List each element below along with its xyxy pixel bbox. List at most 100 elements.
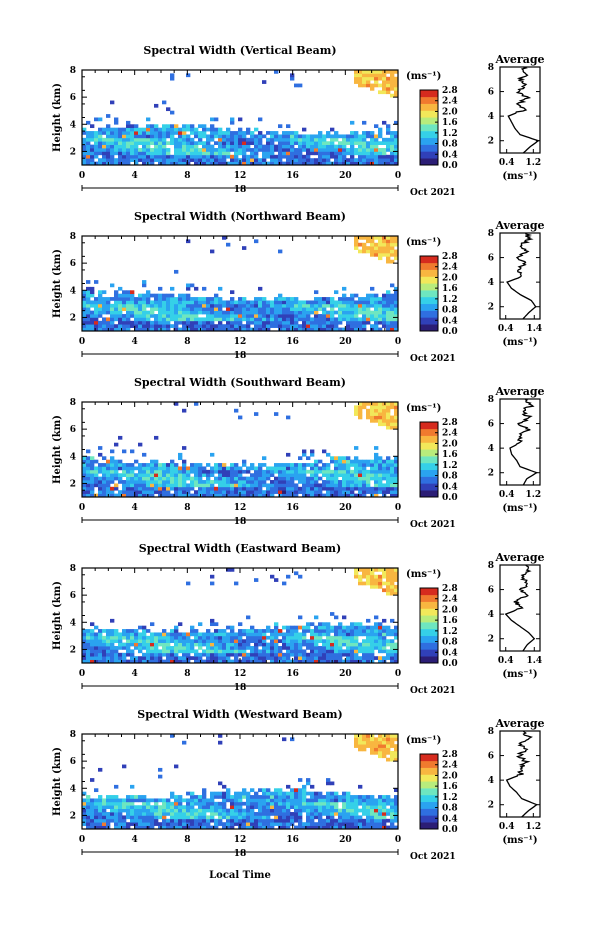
heatmap-cell xyxy=(282,463,287,467)
heatmap-cell xyxy=(198,131,203,135)
heatmap-cell xyxy=(194,154,199,159)
heatmap-cell xyxy=(282,795,287,799)
colorbar-swatch xyxy=(420,422,438,430)
heatmap-cell xyxy=(370,286,375,291)
heatmap-cell xyxy=(114,327,119,332)
heatmap-cell xyxy=(342,808,347,813)
heatmap-cell xyxy=(198,490,203,494)
heatmap-cell xyxy=(218,127,223,132)
heatmap-cell xyxy=(394,120,399,125)
colorbar-swatch xyxy=(420,96,438,104)
heatmap-cell xyxy=(330,459,335,464)
heatmap-cell xyxy=(298,466,303,471)
heatmap-cell xyxy=(290,737,295,742)
heatmap-cell xyxy=(122,314,127,318)
heatmap-cell xyxy=(354,480,359,484)
heatmap-cell xyxy=(82,480,87,484)
heatmap-cell xyxy=(290,463,295,467)
heatmap-cell xyxy=(314,815,319,820)
heatmap-cell xyxy=(258,798,263,803)
heatmap-cell xyxy=(306,822,311,826)
heatmap-cell xyxy=(322,137,327,142)
colorbar-swatch xyxy=(420,290,438,298)
heatmap-cell xyxy=(162,148,167,152)
heatmap-cell xyxy=(374,151,379,156)
heatmap-cell xyxy=(174,632,179,637)
heatmap-cell xyxy=(154,459,159,464)
heatmap-cell xyxy=(362,798,367,803)
heatmap-cell xyxy=(214,317,219,322)
heatmap-cell xyxy=(126,652,131,657)
heatmap-cell xyxy=(158,476,163,481)
heatmap-cell xyxy=(290,303,295,308)
heatmap-cell xyxy=(306,144,311,149)
heatmap-cell xyxy=(286,652,291,657)
heatmap-cell xyxy=(214,151,219,156)
heatmap-cell xyxy=(134,151,139,156)
heatmap-cell xyxy=(170,466,175,471)
heatmap-cell xyxy=(370,473,375,477)
heatmap-cell xyxy=(290,483,295,488)
heatmap-cell xyxy=(134,805,139,809)
heatmap-cell xyxy=(142,161,147,166)
heatmap-cell xyxy=(254,127,259,132)
heatmap-cell xyxy=(338,635,343,640)
heatmap-cell xyxy=(94,480,99,484)
heatmap-cell xyxy=(394,80,399,84)
heatmap-cell xyxy=(158,652,163,657)
heatmap-cell xyxy=(334,290,339,295)
heatmap-cell xyxy=(346,466,351,471)
heatmap-cell xyxy=(102,310,107,315)
heatmap-cell xyxy=(214,324,219,328)
colorbar-swatch xyxy=(420,262,438,270)
heatmap-cell xyxy=(230,801,235,806)
heatmap-cell xyxy=(274,808,279,813)
heatmap-cell xyxy=(198,303,203,308)
heatmap-cell xyxy=(362,120,367,125)
heatmap-cell xyxy=(394,236,399,240)
heatmap-cell xyxy=(226,788,231,793)
heatmap-cell xyxy=(282,805,287,809)
heatmap-cell xyxy=(182,805,187,809)
heatmap-cell xyxy=(94,141,99,145)
heatmap-cell xyxy=(258,324,263,328)
heatmap-cell xyxy=(90,144,95,149)
heatmap-cell xyxy=(394,402,399,406)
heatmap-cell xyxy=(386,412,391,416)
heatmap-cell xyxy=(290,473,295,477)
heatmap-cell xyxy=(374,249,379,254)
heatmap-cell xyxy=(298,822,303,826)
heatmap-cell xyxy=(374,141,379,145)
heatmap-cell xyxy=(374,656,379,660)
heatmap-cell xyxy=(246,656,251,660)
heatmap-cell xyxy=(354,148,359,152)
heatmap-cell xyxy=(102,801,107,806)
heatmap-cell xyxy=(378,483,383,488)
heatmap-cell xyxy=(234,141,239,145)
heatmap-cell xyxy=(302,137,307,142)
heatmap-cell xyxy=(350,642,355,647)
heatmap-cell xyxy=(358,161,363,166)
heatmap-cell xyxy=(134,317,139,322)
heatmap-cell xyxy=(198,463,203,467)
heatmap-cell xyxy=(154,483,159,488)
heatmap-cell xyxy=(186,286,191,291)
heatmap-cell xyxy=(90,652,95,657)
heatmap-cell xyxy=(94,303,99,308)
heatmap-cell xyxy=(334,791,339,796)
heatmap-cell xyxy=(350,656,355,660)
heatmap-cell xyxy=(82,141,87,145)
heatmap-cell xyxy=(358,412,363,416)
heatmap-cell xyxy=(238,320,243,325)
heatmap-cell xyxy=(370,317,375,322)
heatmap-cell xyxy=(282,639,287,643)
heatmap-cell xyxy=(278,154,283,159)
heatmap-cell xyxy=(366,734,371,738)
heatmap-cell xyxy=(394,642,399,647)
heatmap-cell xyxy=(394,757,399,762)
heatmap-cell xyxy=(138,154,143,159)
heatmap-cell xyxy=(150,486,155,491)
heatmap-cell xyxy=(194,134,199,139)
heatmap-cell xyxy=(234,303,239,308)
heatmap-cell xyxy=(94,476,99,481)
